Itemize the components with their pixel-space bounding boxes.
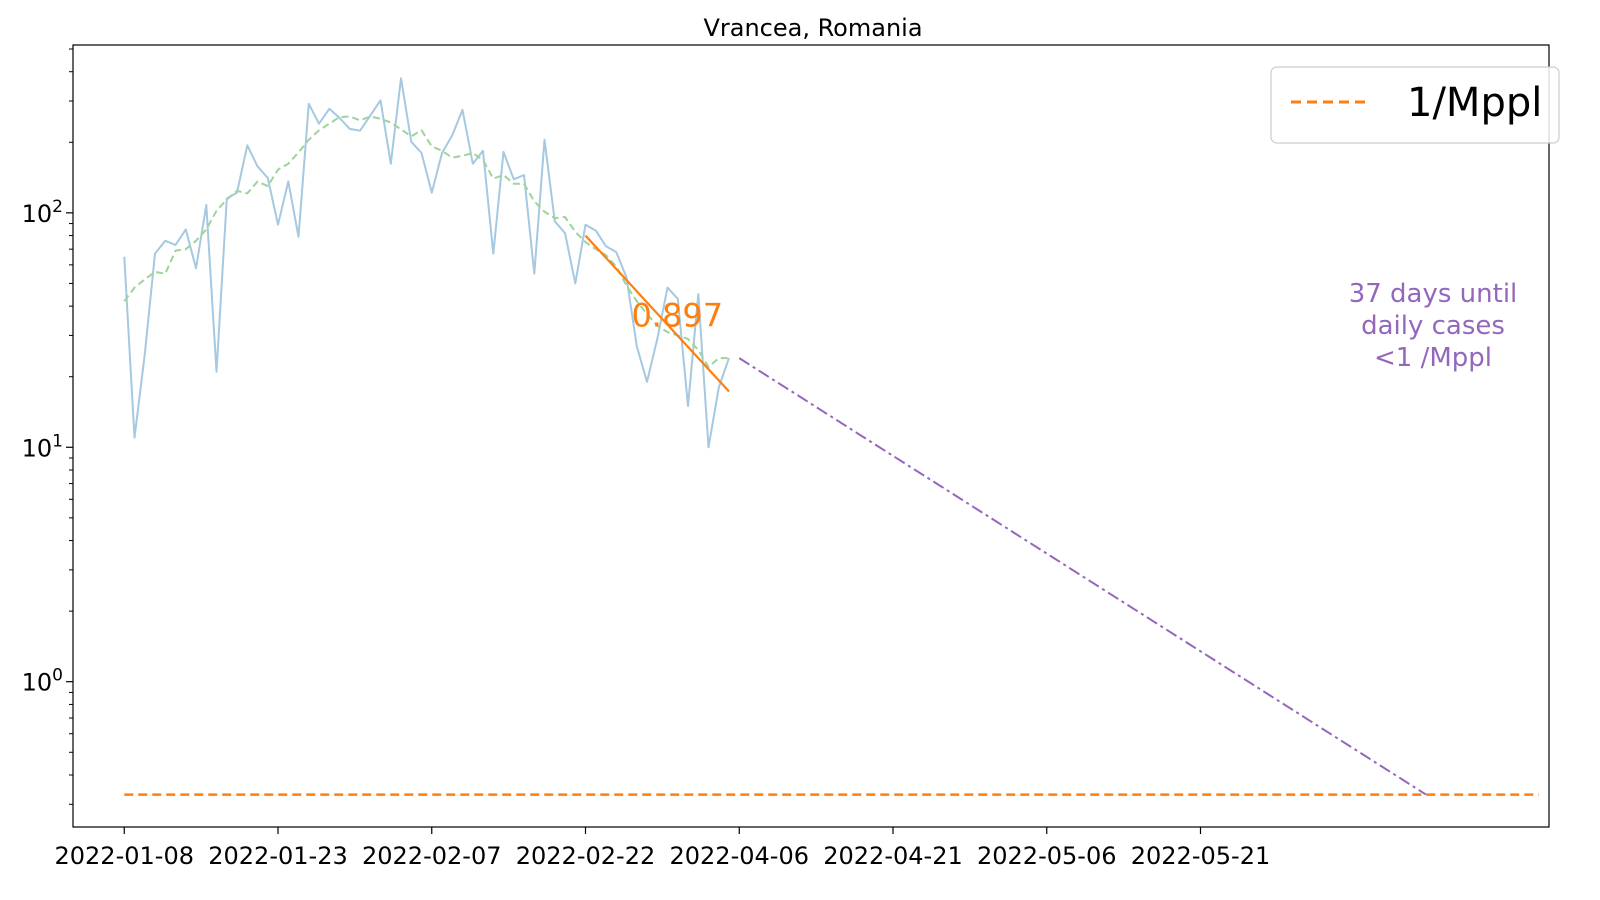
plot-area: 0.897 [123, 77, 1539, 796]
plot-frame [72, 44, 1550, 828]
annotation-line: 37 days until [1349, 279, 1518, 309]
x-axis: 2022-01-08 2022-01-23 2022-02-07 2022-02-22… [55, 827, 1270, 870]
annotation-line: daily cases [1361, 311, 1505, 341]
x-tick-label: 2022-05-21 [1131, 842, 1270, 870]
y-tick-label: 100 [22, 666, 63, 697]
annotation-line: <1 /Mppl [1374, 343, 1492, 373]
rolling-average-line [123, 115, 729, 368]
x-tick-label: 2022-02-22 [516, 842, 655, 870]
y-tick-label: 102 [22, 197, 63, 228]
chart-title: Vrancea, Romania [703, 14, 922, 42]
projection-line [738, 357, 1427, 796]
x-tick-label: 2022-04-06 [670, 842, 809, 870]
legend-box [1270, 66, 1560, 144]
x-tick-label: 2022-01-23 [208, 842, 347, 870]
y-axis: 100 101 102 [22, 48, 73, 805]
fit-line [584, 234, 730, 393]
fit-slope-label: 0.897 [631, 297, 723, 335]
daily-cases-line [123, 77, 730, 449]
legend: 1/Mppl [1270, 66, 1560, 144]
x-tick-label: 2022-05-06 [977, 842, 1116, 870]
x-tick-label: 2022-04-21 [823, 842, 962, 870]
legend-label-threshold: 1/Mppl [1407, 80, 1542, 126]
y-tick-label: 101 [22, 431, 63, 462]
x-tick-label: 2022-01-08 [55, 842, 194, 870]
x-tick-label: 2022-02-07 [362, 842, 501, 870]
